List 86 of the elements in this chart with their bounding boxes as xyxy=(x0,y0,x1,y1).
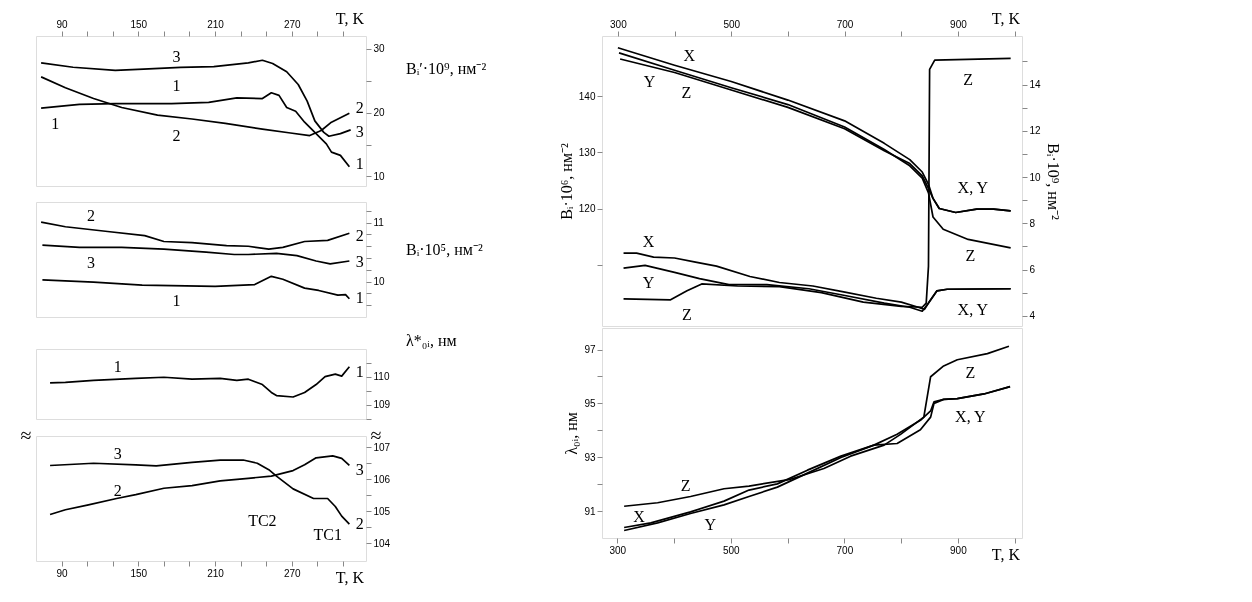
annotation: 3 xyxy=(87,254,96,272)
annotation: X, Y xyxy=(957,178,989,196)
y-tick-label: 20 xyxy=(373,107,386,119)
annotation: X xyxy=(633,507,646,525)
annotation: 1 xyxy=(355,154,364,172)
annotation: Y xyxy=(642,273,655,291)
y-tick-label: 130 xyxy=(578,146,596,158)
x-axis-title: T, K xyxy=(335,569,365,586)
x-axis-title: T, K xyxy=(991,546,1021,563)
annotation: X, Y xyxy=(957,300,989,318)
y-tick-label: 105 xyxy=(373,505,391,517)
y-tick-label: 10 xyxy=(373,276,386,288)
y-axis-title: Bᵢ·10⁵, нм⁻² xyxy=(406,241,483,259)
y-axis-title: Bᵢ·10⁶, нм⁻² xyxy=(557,142,575,220)
annotation: 1 xyxy=(355,362,364,380)
y2-tick-label: 4 xyxy=(1029,310,1036,322)
x-axis-title: T, K xyxy=(335,10,365,27)
annotation: 2 xyxy=(113,481,122,499)
annotation: 1 xyxy=(355,289,364,307)
y2-tick-label: 10 xyxy=(1029,171,1042,183)
y2-axis-title: Bᵢ·10⁹, нм⁻² xyxy=(1044,143,1062,221)
y-tick-label: 97 xyxy=(584,344,596,356)
x-tick-label: 500 xyxy=(722,544,741,556)
y-tick-label: 120 xyxy=(578,203,596,215)
y-tick-label: 30 xyxy=(373,43,386,55)
y-tick-label: 104 xyxy=(373,537,391,549)
annotation: 2 xyxy=(355,515,364,533)
annotation: Y xyxy=(643,72,656,90)
annotation: 1 xyxy=(113,358,122,376)
annotation: 3 xyxy=(355,252,364,270)
text: ≈ xyxy=(20,424,32,446)
x-tick-label: 270 xyxy=(283,567,302,579)
annotation: X xyxy=(642,232,655,250)
x-axis-title: T, K xyxy=(991,10,1021,27)
annotation: 2 xyxy=(355,98,364,116)
annotation: 3 xyxy=(172,48,181,65)
x-tick-label: 900 xyxy=(950,544,968,556)
x-tick-label: 90 xyxy=(56,567,69,579)
x-tick-label: 300 xyxy=(610,18,628,30)
x-tick-label: 150 xyxy=(130,18,148,30)
annotation: Z xyxy=(681,84,692,102)
y2-tick-label: 12 xyxy=(1029,125,1042,137)
y-axis-title: Bᵢ′·10⁹, нм⁻² xyxy=(406,60,487,77)
x-tick-label: 700 xyxy=(836,544,854,556)
annotation: TC1 xyxy=(313,526,342,544)
annotation: Z xyxy=(963,70,974,88)
annotation: TC2 xyxy=(248,511,277,529)
y-tick-label: 11 xyxy=(373,217,385,229)
x-tick-label: 300 xyxy=(609,544,627,556)
annotation: Z xyxy=(965,247,976,265)
y-tick-label: 91 xyxy=(584,505,596,517)
x-tick-label: 210 xyxy=(207,567,225,579)
y-tick-label: 95 xyxy=(584,397,596,409)
annotation: Z xyxy=(965,364,976,382)
y-axis-title: λ₀ᵢ, нм xyxy=(563,412,581,455)
annotation: 2 xyxy=(355,227,364,245)
y-tick-label: 10 xyxy=(373,170,386,182)
annotation: X, Y xyxy=(955,408,987,426)
annotation: 3 xyxy=(113,444,122,462)
annotation: 1 xyxy=(172,77,181,95)
annotation: 3 xyxy=(355,123,364,141)
x-tick-label: 210 xyxy=(207,18,225,30)
x-tick-label: 500 xyxy=(723,18,741,30)
y2-tick-label: 14 xyxy=(1029,79,1042,91)
y-axis-title: λ*₀ᵢ, нм xyxy=(406,331,457,349)
x-tick-label: 270 xyxy=(283,18,302,30)
x-tick-label: 900 xyxy=(950,18,968,30)
annotation: 1 xyxy=(51,115,60,133)
x-tick-label: 90 xyxy=(56,18,69,30)
y-tick-label: 140 xyxy=(578,90,596,102)
annotation: 1 xyxy=(172,292,181,310)
annotation: X xyxy=(683,47,696,65)
y2-tick-label: 6 xyxy=(1029,264,1036,276)
annotation: 3 xyxy=(355,460,364,478)
annotation: 2 xyxy=(87,206,96,224)
y-tick-label: 109 xyxy=(373,399,391,411)
annotation: Z xyxy=(680,476,691,494)
x-tick-label: 150 xyxy=(130,567,148,579)
x-tick-label: 700 xyxy=(836,18,854,30)
y2-tick-label: 8 xyxy=(1029,217,1036,229)
annotation: Z xyxy=(681,306,692,324)
y-tick-label: 110 xyxy=(373,371,390,383)
annotation: 2 xyxy=(172,126,181,144)
y-tick-label: 106 xyxy=(373,473,391,485)
annotation: Y xyxy=(704,516,717,534)
y-tick-label: 93 xyxy=(584,451,596,463)
